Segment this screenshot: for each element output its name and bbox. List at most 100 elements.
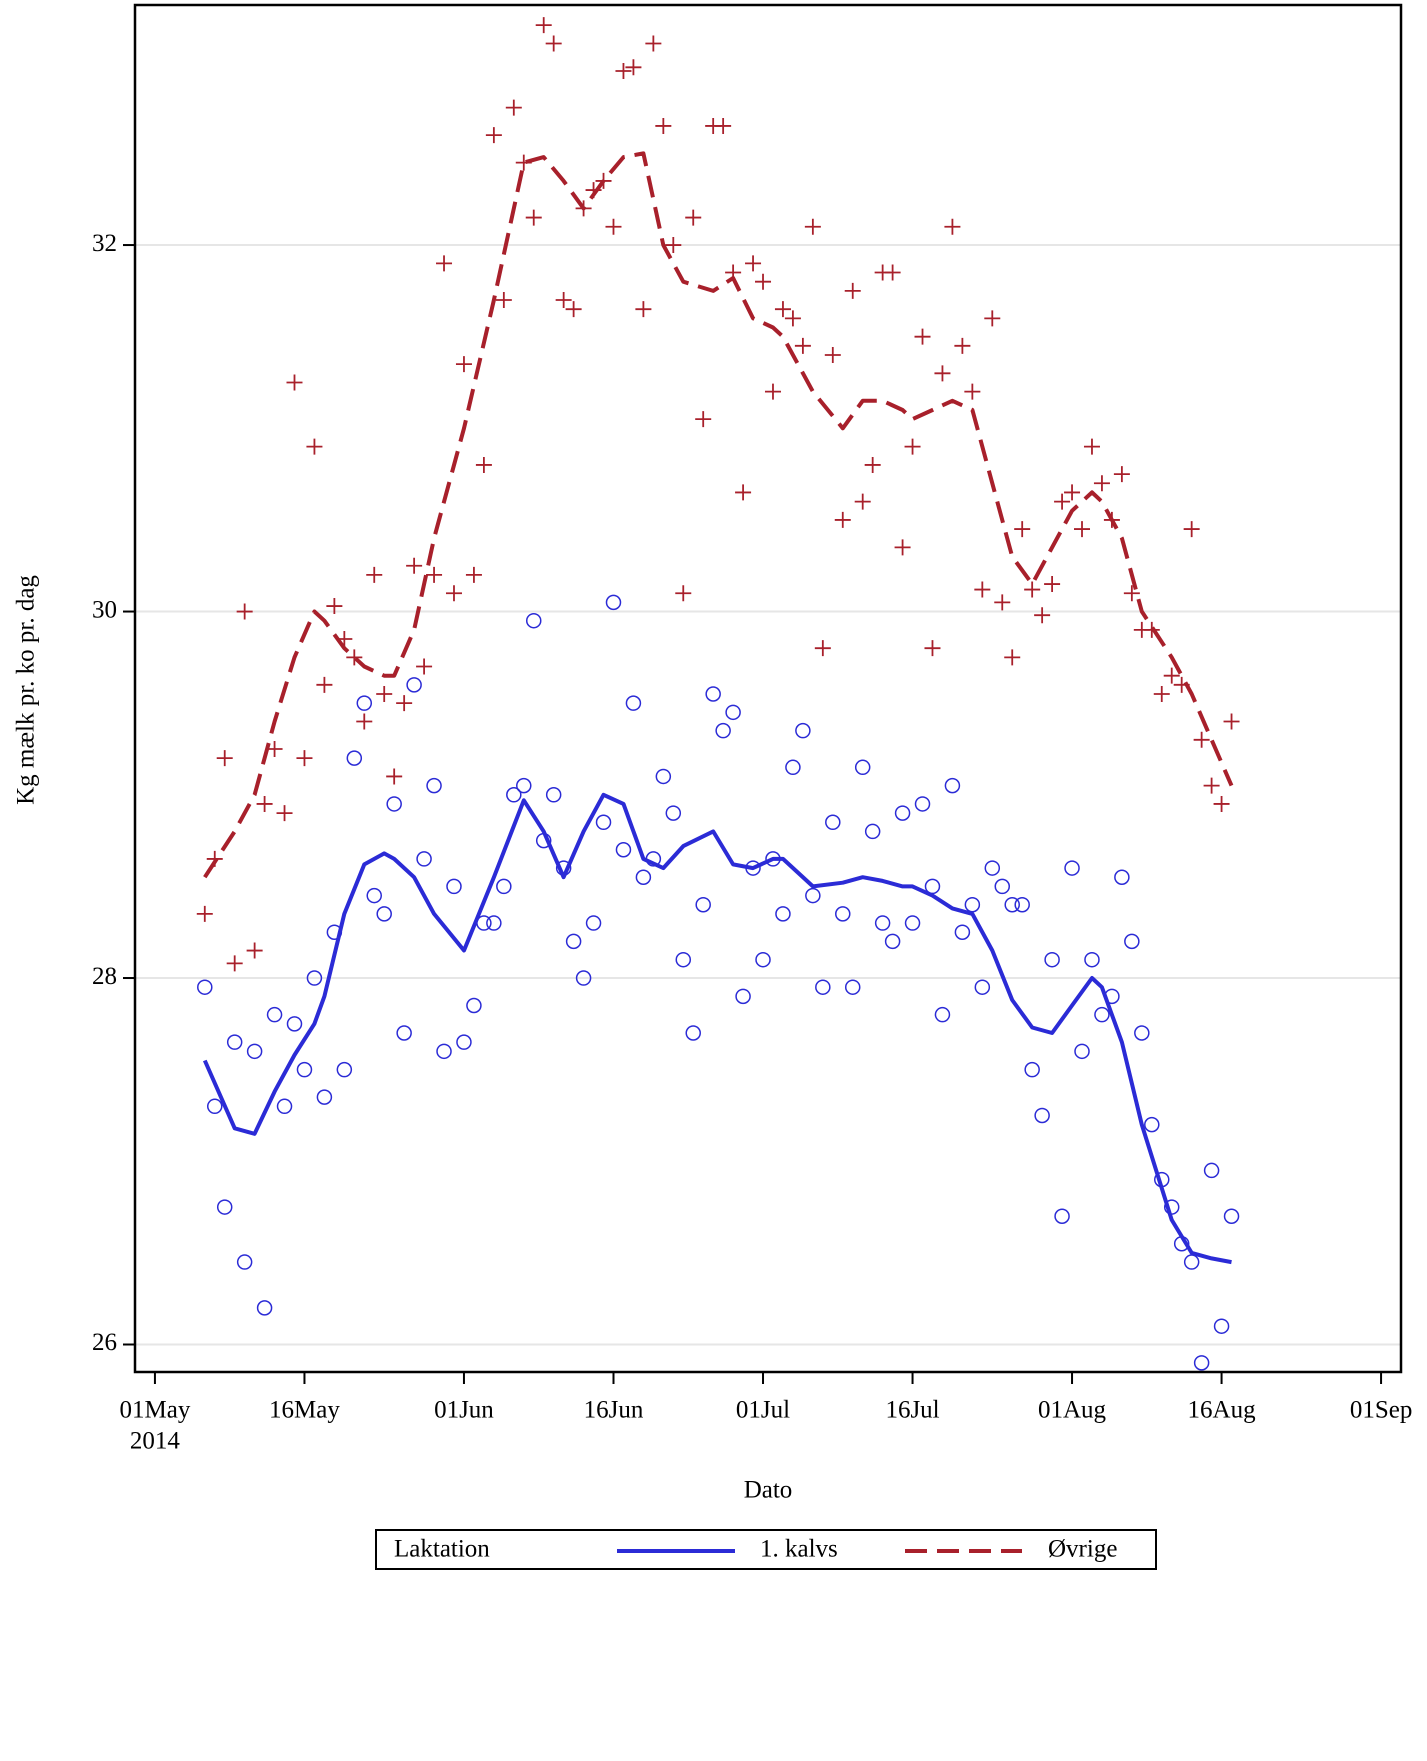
point	[1163, 667, 1180, 684]
point	[675, 951, 692, 968]
legend-label: Øvrige	[1048, 1536, 1117, 1563]
point	[445, 585, 462, 602]
point	[1004, 649, 1021, 666]
x-tick-label: 16Jun	[584, 1397, 644, 1424]
point	[276, 805, 293, 822]
point	[665, 237, 682, 254]
point	[416, 658, 433, 675]
point	[914, 796, 931, 812]
point	[904, 438, 921, 455]
point	[516, 777, 532, 794]
point	[1004, 896, 1020, 913]
point	[465, 566, 482, 583]
point	[994, 878, 1011, 895]
x-tick-label: 01May	[120, 1397, 191, 1424]
point	[216, 750, 233, 767]
point	[854, 493, 871, 510]
point	[884, 264, 901, 281]
point	[426, 777, 442, 794]
point	[755, 273, 772, 290]
point	[246, 942, 263, 959]
x-tick-label: 16May	[269, 1397, 340, 1424]
point	[565, 301, 582, 318]
y-tick-label: 30	[92, 596, 117, 623]
point	[1024, 1061, 1040, 1078]
point	[446, 878, 462, 895]
point	[695, 896, 711, 913]
point	[854, 759, 871, 776]
point	[1114, 869, 1130, 885]
point	[954, 337, 971, 354]
point	[685, 1025, 701, 1041]
y-tick-label: 26	[92, 1329, 117, 1356]
point	[715, 117, 732, 134]
point	[246, 1043, 263, 1060]
point	[1193, 1355, 1210, 1371]
point	[1203, 1162, 1220, 1179]
point	[844, 979, 861, 995]
point	[774, 301, 791, 318]
point	[804, 218, 821, 235]
point	[1054, 493, 1071, 510]
x-tick-label: 16Aug	[1188, 1397, 1257, 1424]
point	[1054, 1208, 1070, 1224]
point	[266, 740, 283, 757]
point	[635, 869, 652, 885]
point	[326, 598, 343, 615]
point	[605, 218, 622, 235]
smooth-line	[203, 151, 1234, 879]
point	[495, 292, 512, 309]
point	[864, 823, 881, 840]
point	[715, 722, 731, 739]
point	[296, 1061, 313, 1078]
point	[705, 686, 721, 702]
point	[1074, 1043, 1090, 1060]
point	[884, 933, 901, 950]
point	[1123, 585, 1140, 602]
y-tick-label: 32	[92, 230, 117, 257]
point	[994, 594, 1011, 611]
point	[316, 1089, 333, 1105]
point	[625, 695, 642, 711]
point	[376, 906, 392, 922]
legend-label: 1. kalvs	[760, 1536, 838, 1563]
point	[1084, 951, 1100, 968]
point	[406, 677, 422, 693]
point	[386, 796, 402, 812]
point	[964, 896, 981, 913]
point	[805, 887, 821, 904]
point	[426, 566, 443, 583]
point	[785, 759, 801, 776]
point	[486, 915, 502, 931]
point	[296, 750, 313, 767]
point	[336, 1061, 353, 1078]
point	[1044, 576, 1061, 593]
point	[1113, 466, 1130, 483]
point	[595, 814, 612, 831]
point	[874, 915, 891, 931]
point	[466, 997, 482, 1014]
point	[835, 906, 851, 922]
point	[974, 979, 991, 995]
point	[984, 310, 1001, 327]
point	[794, 337, 811, 354]
point	[725, 704, 741, 721]
point	[685, 209, 702, 226]
point	[386, 768, 403, 785]
point	[924, 640, 941, 657]
point	[366, 887, 382, 904]
point	[1064, 860, 1080, 876]
point	[735, 988, 751, 1005]
point	[635, 301, 652, 318]
point	[1223, 1208, 1240, 1224]
point	[456, 1034, 472, 1050]
point	[565, 933, 582, 950]
point	[545, 787, 562, 803]
point	[784, 310, 801, 327]
point	[864, 456, 881, 473]
point	[396, 695, 413, 712]
point	[974, 581, 991, 598]
point	[236, 603, 253, 620]
point	[485, 127, 502, 144]
point	[954, 924, 971, 940]
